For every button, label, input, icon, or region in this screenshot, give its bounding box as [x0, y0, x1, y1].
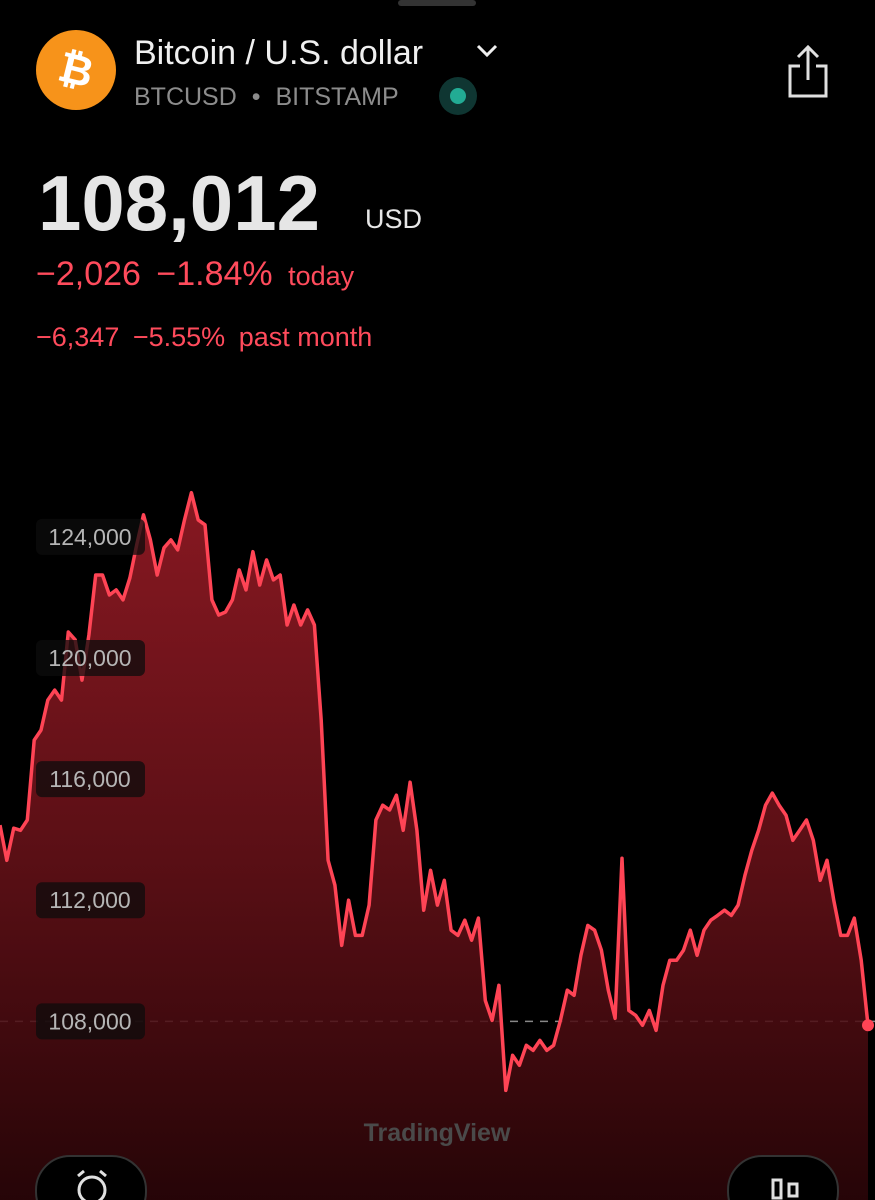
exchange: BITSTAMP: [275, 83, 398, 111]
change-month-pct: −5.55%: [133, 322, 225, 352]
y-tick-box: [36, 761, 145, 798]
y-tick-label: 112,000: [49, 887, 130, 913]
price-line: [0, 490, 870, 1093]
y-tick-label: 108,000: [48, 1008, 131, 1034]
symbol-title[interactable]: Bitcoin / U.S. dollar: [134, 34, 423, 72]
change-today: −2,026: [36, 255, 141, 293]
axis-labels: 124,000 120,000 116,000 112,000 108,000: [36, 518, 145, 1040]
price: 108,012: [38, 159, 320, 247]
change-today-line: −2,026 −1.84% today: [36, 255, 355, 293]
alert-button[interactable]: [35, 1155, 147, 1200]
change-today-pct: −1.84%: [156, 255, 272, 293]
change-month: −6,347: [36, 322, 119, 352]
y-tick-box: [36, 1003, 145, 1040]
y-tick-label: 124,000: [48, 524, 131, 550]
today-label: today: [288, 261, 355, 291]
y-tick-box: [36, 882, 145, 919]
change-month-line: −6,347 −5.55% past month: [36, 322, 372, 352]
watermark: TradingView: [364, 1119, 511, 1147]
share-button[interactable]: [788, 44, 828, 98]
symbol-line: BTCUSD • BITSTAMP: [134, 83, 399, 111]
chart: [0, 490, 875, 1200]
chart-type-button[interactable]: [727, 1155, 839, 1200]
status-dot: [450, 88, 466, 104]
dropdown-chevron[interactable]: [476, 44, 498, 58]
month-label: past month: [239, 322, 373, 352]
currency: USD: [365, 204, 422, 234]
y-tick-box: [36, 640, 145, 677]
notch-handle: [398, 0, 476, 6]
y-tick-label: 120,000: [48, 645, 131, 671]
separator: •: [252, 83, 261, 111]
area: [0, 492, 868, 1200]
y-tick-box: [36, 518, 145, 555]
last-point: [862, 1019, 874, 1032]
logo: ₿: [36, 30, 116, 110]
y-tick-label: 116,000: [49, 766, 130, 792]
ticker: BTCUSD: [134, 83, 237, 111]
